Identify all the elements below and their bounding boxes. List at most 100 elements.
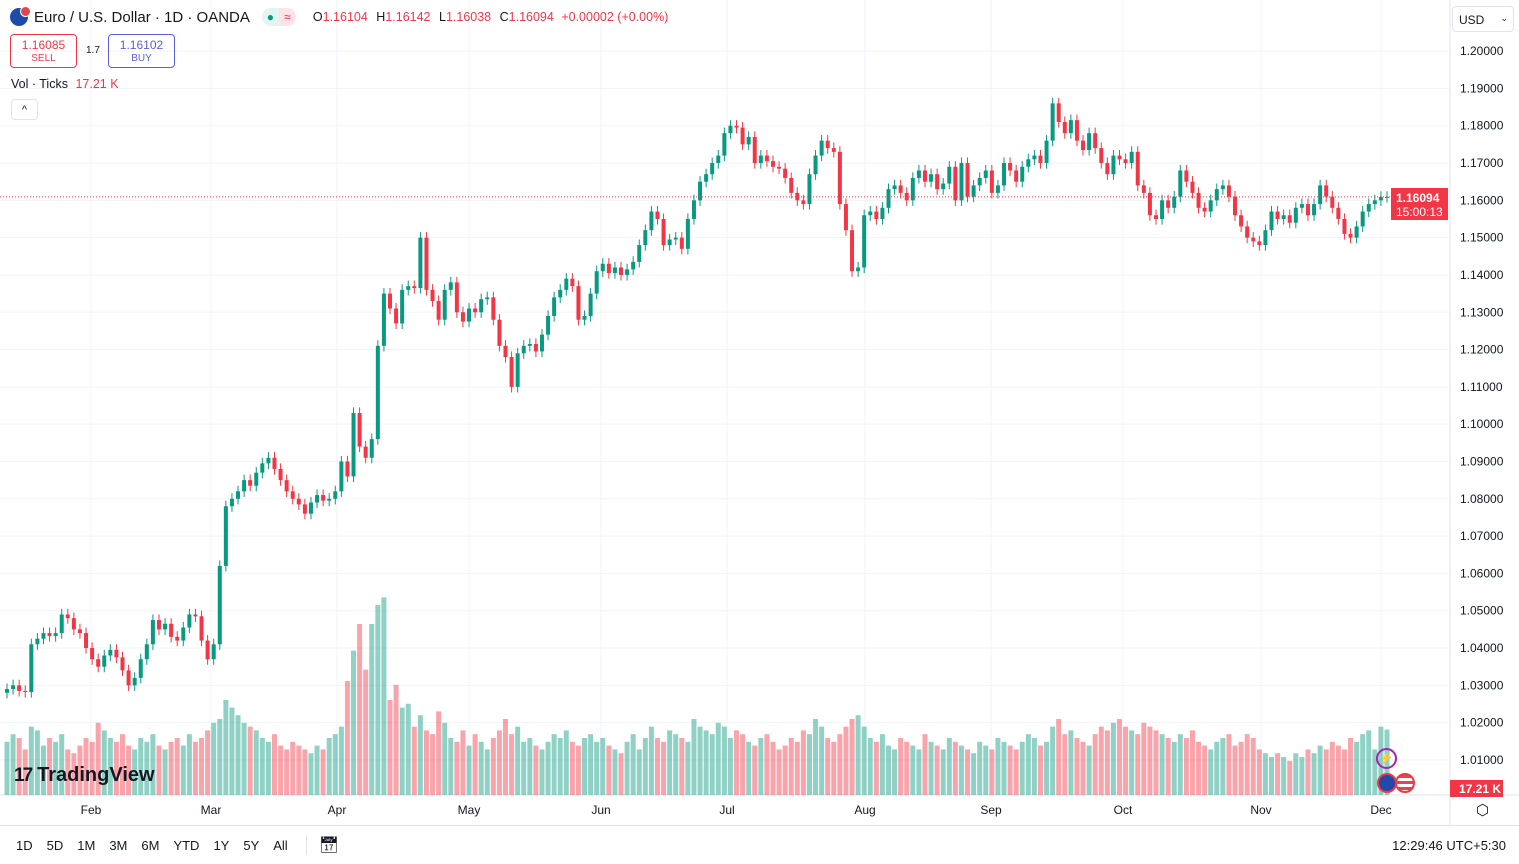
timeframe-all[interactable]: All	[273, 837, 288, 853]
volume-bar	[174, 738, 180, 795]
candle-body	[746, 136, 751, 145]
candle-body	[375, 345, 380, 440]
volume-bar	[472, 734, 478, 795]
candle-body	[1293, 207, 1298, 223]
candle-body	[1220, 185, 1225, 190]
candle-body	[825, 140, 830, 149]
volume-bar	[22, 749, 28, 795]
volume-bar	[144, 741, 150, 795]
candle-body	[661, 218, 666, 246]
volume-bar	[168, 741, 174, 795]
y-tick-label: 1.01000	[1460, 753, 1504, 767]
timeframe-3m[interactable]: 3M	[109, 837, 128, 853]
volume-bar	[95, 722, 101, 795]
candle-body	[327, 498, 332, 501]
volume-bar	[989, 749, 995, 795]
volume-bar	[788, 738, 794, 795]
volume-bar	[806, 734, 812, 795]
volume-bar	[515, 726, 521, 795]
volume-bar	[47, 738, 53, 795]
candle-body	[1196, 192, 1201, 208]
settings-hexagon-icon[interactable]: ⬡	[1476, 802, 1490, 819]
volume-bar	[405, 703, 411, 795]
volume-bar	[1104, 730, 1110, 795]
currency-select[interactable]: USD ⌄	[1452, 6, 1514, 32]
volume-bar	[527, 738, 533, 795]
volume-bar	[1354, 741, 1360, 795]
candle-body	[479, 299, 484, 313]
volume-bar	[89, 741, 95, 795]
volume-bar	[569, 741, 575, 795]
volume-bar	[648, 726, 654, 795]
candle-body	[564, 278, 569, 290]
candle-body	[302, 504, 307, 514]
volume-bar	[776, 749, 782, 795]
candle-body	[1287, 215, 1292, 223]
timeframe-5d[interactable]: 5D	[46, 837, 64, 853]
candle-body	[965, 163, 970, 197]
volume-bar	[977, 741, 983, 795]
candle-body	[1074, 120, 1079, 141]
candle-body	[667, 239, 672, 246]
candle-body	[728, 125, 733, 134]
volume-bar	[436, 711, 442, 795]
candle-body	[29, 644, 34, 693]
collapse-legend-button[interactable]: ^	[11, 99, 38, 120]
candle-body	[977, 177, 982, 186]
tradingview-logo-icon: 17	[14, 764, 33, 786]
timeframe-5y[interactable]: 5Y	[243, 837, 260, 853]
candle-body	[588, 293, 593, 316]
status-pill[interactable]: ● ≈	[261, 8, 296, 26]
y-tick-label: 1.02000	[1460, 716, 1504, 730]
timeframe-1y[interactable]: 1Y	[213, 837, 230, 853]
candle-body	[1324, 185, 1329, 197]
timeframe-6m[interactable]: 6M	[141, 837, 160, 853]
volume-bar	[1165, 738, 1171, 795]
volume-bar	[65, 749, 71, 795]
volume-bar	[271, 734, 277, 795]
volume-bar	[1092, 734, 1098, 795]
volume-bar	[1159, 734, 1165, 795]
candle-body	[394, 308, 399, 324]
sell-button[interactable]: 1.16085 SELL	[10, 34, 77, 68]
candle-body	[1202, 207, 1207, 212]
clock-timezone[interactable]: 12:29:46 UTC+5:30	[1392, 837, 1506, 853]
candle-body	[831, 148, 836, 152]
volume-bar	[1062, 734, 1068, 795]
candle-body	[90, 648, 95, 660]
candle-body	[1360, 211, 1365, 227]
candle-body	[284, 480, 289, 492]
candle-body	[856, 267, 861, 272]
calendar-goto-date-icon[interactable]: 📅︎	[318, 837, 340, 854]
buy-button[interactable]: 1.16102 BUY	[108, 34, 175, 68]
timeframe-1d[interactable]: 1D	[16, 837, 33, 853]
volume-bar	[1323, 749, 1329, 795]
eur-event-icon[interactable]	[1377, 773, 1397, 793]
volume-bar	[1317, 745, 1323, 795]
volume-bar	[83, 738, 89, 795]
price-chart[interactable]: Feb Mar Apr May Jun Jul Aug Sep Oct Nov Dec 1.20000…	[0, 0, 1519, 825]
candle-body	[886, 189, 891, 208]
volume-bar	[533, 745, 539, 795]
candle-body	[734, 125, 739, 128]
volume-bar	[284, 749, 290, 795]
eur-usd-flag-icon	[10, 6, 31, 26]
timeframe-ytd[interactable]: YTD	[173, 837, 200, 853]
candle-body	[1093, 133, 1098, 149]
symbol-title[interactable]: Euro / U.S. Dollar · 1D · OANDA	[34, 8, 250, 26]
candle-body	[521, 345, 526, 354]
candle-body	[1020, 166, 1025, 182]
candle-body	[1135, 151, 1140, 186]
volume-bar	[1299, 757, 1305, 795]
lightning-event-icon[interactable]: ⚡	[1376, 748, 1397, 769]
volume-bar	[490, 738, 496, 795]
usd-event-icon[interactable]	[1395, 773, 1415, 793]
volume-bar	[1013, 749, 1019, 795]
candle-body	[120, 657, 125, 671]
y-tick-label: 1.05000	[1460, 604, 1504, 618]
volume-bar	[1153, 730, 1159, 795]
volume-bar	[849, 719, 855, 795]
volume-bar	[205, 730, 211, 795]
tradingview-logo[interactable]: 17 TradingView	[14, 764, 155, 786]
timeframe-1m[interactable]: 1M	[77, 837, 96, 853]
